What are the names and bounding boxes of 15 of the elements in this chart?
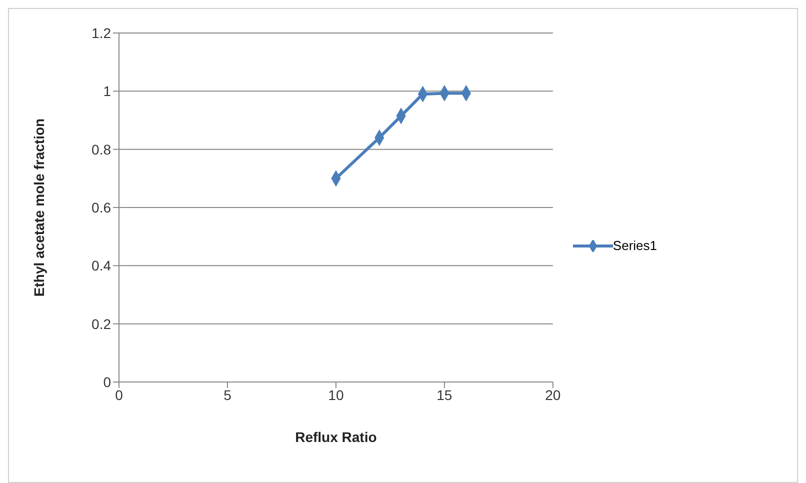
y-tick-label: 0.2 <box>92 316 112 332</box>
x-tick-label: 15 <box>436 386 452 403</box>
x-tick-label: 0 <box>115 386 124 403</box>
x-tick-label: 10 <box>328 386 344 403</box>
x-tick-label: 20 <box>545 386 561 403</box>
x-tick-label: 5 <box>224 386 232 403</box>
y-tick-label: 1.2 <box>92 24 112 41</box>
y-tick-label: 0 <box>103 374 112 390</box>
y-tick-label: 1 <box>103 83 112 100</box>
y-tick-label: 0.6 <box>92 199 112 216</box>
x-axis-title: Reflux Ratio <box>295 429 377 445</box>
y-axis-title: Ethyl acetate mole fraction <box>30 118 47 297</box>
legend-label: Series1 <box>612 238 657 253</box>
y-tick-label: 0.8 <box>92 141 112 158</box>
y-tick-label: 0.4 <box>92 258 112 274</box>
